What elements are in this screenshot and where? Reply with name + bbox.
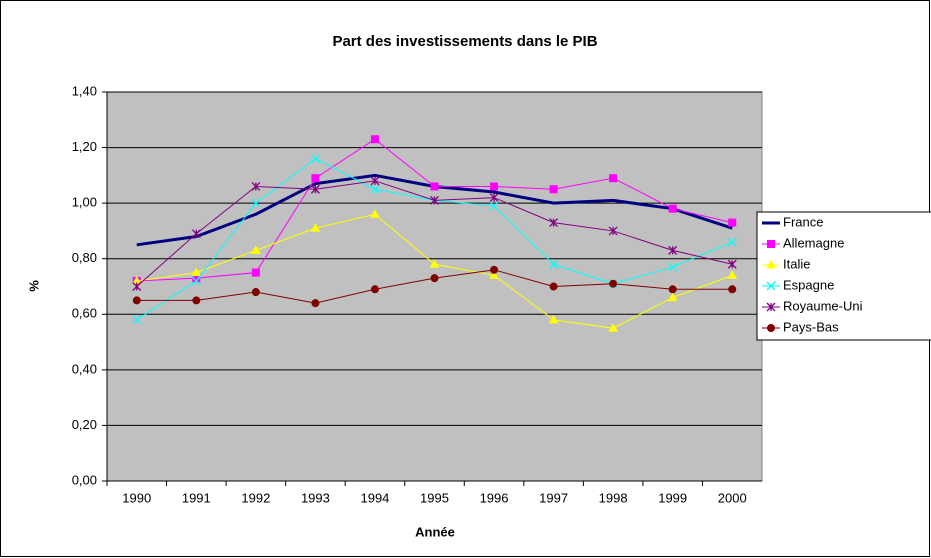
legend-label: Royaume-Uni [783, 298, 863, 313]
x-tick-label: 2000 [718, 490, 747, 505]
marker [549, 218, 559, 228]
legend-marker [766, 281, 776, 291]
marker [429, 259, 440, 268]
x-tick-label: 1997 [539, 490, 568, 505]
marker [549, 185, 558, 194]
marker [728, 285, 737, 294]
marker [370, 184, 380, 194]
marker [549, 282, 558, 291]
legend-label: Italie [783, 256, 810, 271]
marker [727, 237, 737, 247]
legend-marker [767, 240, 775, 248]
marker [251, 198, 261, 208]
marker [310, 223, 321, 232]
x-tick-label: 1996 [480, 490, 509, 505]
legend-box [756, 211, 931, 341]
marker [251, 268, 260, 277]
marker [251, 245, 261, 254]
marker [489, 201, 499, 211]
marker [609, 279, 618, 288]
legend-label: France [783, 214, 823, 229]
marker [609, 174, 618, 183]
x-tick-label: 1995 [420, 490, 449, 505]
marker [668, 204, 677, 213]
marker [490, 265, 499, 274]
marker [191, 276, 201, 286]
y-tick-label: 1,20 [72, 139, 97, 154]
y-tick-label: 1,40 [72, 83, 97, 98]
legend-marker [766, 259, 776, 269]
y-tick-label: 0,80 [72, 250, 97, 265]
x-tick-label: 1999 [658, 490, 687, 505]
x-tick-label: 1994 [360, 490, 389, 505]
marker [490, 182, 499, 191]
marker [311, 174, 320, 183]
marker [430, 195, 439, 205]
marker [667, 292, 678, 302]
marker [489, 270, 499, 279]
y-axis-label: % [26, 280, 41, 292]
y-tick-label: 0,20 [72, 417, 97, 432]
x-tick-label: 1990 [122, 490, 151, 505]
legend-label: Espagne [783, 277, 834, 292]
x-tick-label: 1991 [182, 490, 211, 505]
marker [310, 184, 320, 194]
marker [608, 226, 618, 236]
marker [132, 315, 142, 325]
legend-marker [767, 324, 775, 332]
plot-area [106, 91, 763, 482]
legend-label: Allemagne [783, 235, 844, 250]
marker [191, 267, 202, 277]
marker [728, 218, 737, 227]
marker [370, 285, 379, 294]
y-tick-label: 0,00 [72, 472, 97, 487]
marker [430, 182, 439, 191]
legend-label: Pays-Bas [783, 319, 839, 334]
y-tick-label: 0,40 [72, 361, 97, 376]
marker [310, 154, 320, 164]
marker [192, 296, 201, 305]
marker [370, 209, 380, 218]
marker [132, 282, 142, 291]
marker [548, 314, 559, 324]
x-axis-label: Année [415, 524, 455, 539]
marker [430, 274, 439, 283]
legend-marker [766, 302, 776, 312]
marker [608, 323, 618, 332]
marker [311, 299, 320, 308]
y-tick-label: 1,00 [72, 195, 97, 210]
marker [191, 229, 201, 239]
marker [549, 259, 559, 269]
x-tick-label: 1998 [599, 490, 628, 505]
marker [668, 245, 678, 255]
marker [668, 285, 677, 294]
chart-title: Part des investissements dans le PIB [332, 33, 597, 50]
y-tick-label: 0,60 [72, 306, 97, 321]
marker [727, 259, 737, 269]
marker [370, 135, 379, 144]
x-tick-label: 1992 [241, 490, 270, 505]
marker [727, 270, 738, 279]
marker [132, 296, 141, 305]
marker [251, 288, 260, 297]
marker [370, 176, 380, 186]
x-tick-label: 1993 [301, 490, 330, 505]
marker [668, 262, 678, 272]
marker [489, 193, 499, 203]
marker [251, 182, 261, 191]
